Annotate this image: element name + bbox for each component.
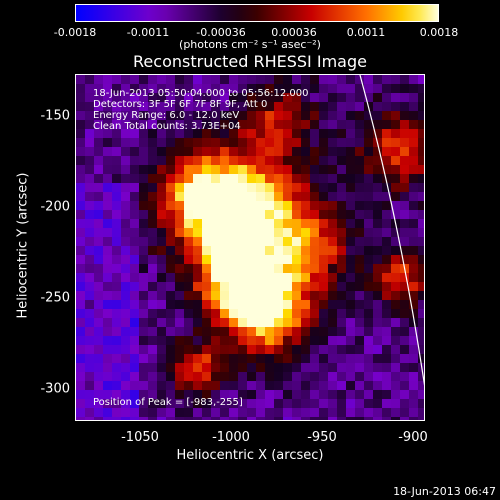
y-tick-label: -200 <box>40 199 70 215</box>
colorbar <box>75 4 439 22</box>
x-tick-label: -1050 <box>121 430 159 445</box>
y-axis-label: Heliocentric Y (arcsec) <box>15 172 31 319</box>
info-energy-range: Energy Range: 6.0 - 12.0 keV <box>93 110 240 121</box>
x-tick-label: -950 <box>307 430 337 445</box>
plot-timestamp: 18-Jun-2013 06:47 <box>393 485 496 498</box>
colorbar-tick: -0.0011 <box>126 26 170 39</box>
colorbar-tick: -0.00036 <box>196 26 246 39</box>
x-tick-label: -900 <box>398 430 428 445</box>
colorbar-tick: 0.00036 <box>271 26 317 39</box>
y-tick-label: -300 <box>40 381 70 397</box>
y-tick-label: -150 <box>40 108 70 124</box>
colorbar-tick: 0.0011 <box>346 26 386 39</box>
y-tick-label: -250 <box>40 290 70 306</box>
heatmap-canvas <box>76 75 424 420</box>
info-peak-position: Position of Peak = [-983,-255] <box>93 397 243 408</box>
info-total-counts: Clean Total counts: 3.73E+04 <box>93 121 241 132</box>
x-tick-label: -1000 <box>212 430 250 445</box>
x-axis-label: Heliocentric X (arcsec) <box>176 448 324 463</box>
colorbar-tick: 0.0018 <box>419 26 459 39</box>
colorbar-tick: -0.0018 <box>53 26 97 39</box>
info-detectors: Detectors: 3F 5F 6F 7F 8F 9F, Att 0 <box>93 99 268 110</box>
image-title: Reconstructed RHESSI Image <box>133 52 367 71</box>
solar-limb-line <box>359 75 424 386</box>
rhessi-image <box>75 74 425 421</box>
colorbar-unit: (photons cm⁻² s⁻¹ asec⁻²) <box>179 38 321 51</box>
info-time-range: 18-Jun-2013 05:50:04.000 to 05:56:12.000 <box>93 88 309 99</box>
